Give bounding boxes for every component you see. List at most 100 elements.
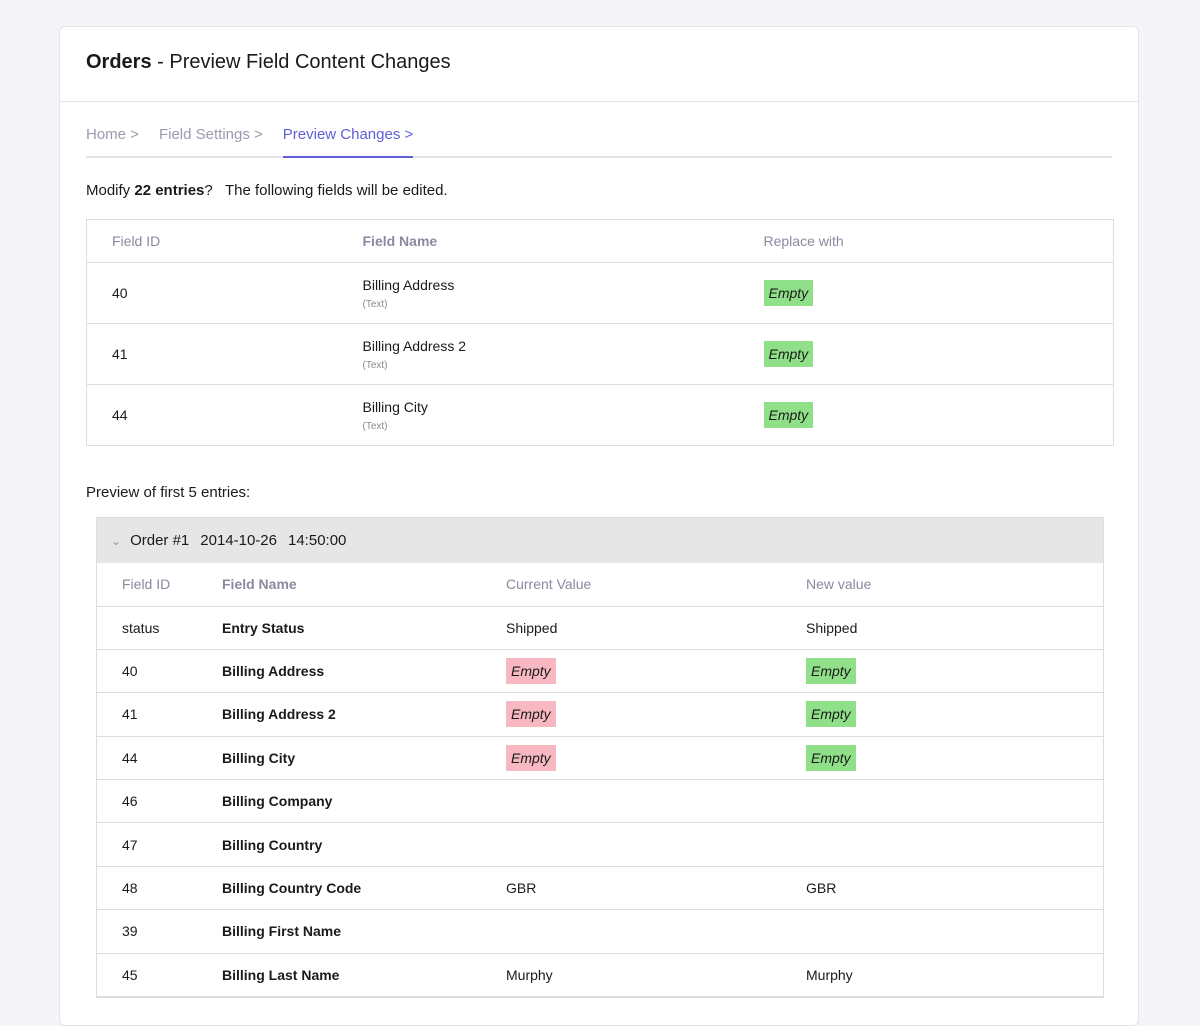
new-value-tag: Empty xyxy=(806,744,856,771)
field-name-cell: Billing Address 2 (Text) xyxy=(337,323,739,385)
field-name: Billing First Name xyxy=(222,909,506,954)
current-value-cell: Shipped xyxy=(506,606,806,650)
order-number: Order #1 xyxy=(130,532,190,549)
new-value: GBR xyxy=(806,880,837,897)
field-id: 39 xyxy=(97,909,222,954)
new-value-tag: Empty xyxy=(806,658,856,685)
current-value-tag: Empty xyxy=(506,744,556,771)
field-id: 40 xyxy=(86,262,338,324)
table-row: 40 Billing Address (Text) Empty xyxy=(86,262,1114,324)
new-value-cell: Empty xyxy=(806,736,1103,781)
field-name: Billing Country xyxy=(222,822,506,867)
page-title-rest: - Preview Field Content Changes xyxy=(151,51,451,73)
column-header-field-id: Field ID xyxy=(86,219,338,263)
field-name: Billing Address 2 xyxy=(362,337,467,354)
new-value-cell xyxy=(806,779,1103,824)
order-time: 14:50:00 xyxy=(288,532,347,549)
replace-value-tag: Empty xyxy=(763,280,814,306)
table-row: 44 Billing City Empty Empty xyxy=(97,736,1103,781)
current-value-cell: Murphy xyxy=(506,953,806,998)
current-value: Murphy xyxy=(506,966,553,983)
breadcrumb-field-settings[interactable]: Field Settings > xyxy=(158,126,263,143)
table-row: 48 Billing Country Code GBR GBR xyxy=(97,866,1103,911)
field-id: 44 xyxy=(97,736,222,781)
table-row: 41 Billing Address 2 Empty Empty xyxy=(97,692,1103,737)
field-type: (Text) xyxy=(362,298,388,310)
entry-table: Field ID Field Name Current Value New va… xyxy=(97,563,1103,998)
current-value-cell xyxy=(506,779,806,824)
new-value-cell xyxy=(806,909,1103,954)
entry-table-header-row: Field ID Field Name Current Value New va… xyxy=(97,563,1103,607)
field-name: Billing Company xyxy=(222,779,506,824)
field-name: Billing Address xyxy=(362,276,455,293)
new-value-cell: Empty xyxy=(806,692,1103,737)
table-row: status Entry Status Shipped Shipped xyxy=(97,606,1103,650)
current-value-cell xyxy=(506,822,806,867)
table-row: 39 Billing First Name xyxy=(97,909,1103,954)
entry-header[interactable]: ⌄ Order #1 2014-10-26 14:50:00 xyxy=(97,518,1103,563)
chevron-down-icon[interactable]: ⌄ xyxy=(111,533,122,548)
page-title: Orders - Preview Field Content Changes xyxy=(60,27,1138,102)
table-row: 44 Billing City (Text) Empty xyxy=(86,384,1114,446)
page-title-strong: Orders xyxy=(86,51,152,73)
field-id: 48 xyxy=(97,866,222,911)
field-id: 40 xyxy=(97,649,222,694)
new-value-tag: Empty xyxy=(806,701,856,728)
column-header-field-name: Field Name xyxy=(337,219,739,263)
current-value-cell: Empty xyxy=(506,649,806,694)
replace-with-cell: Empty xyxy=(738,384,1114,446)
breadcrumb-preview-changes[interactable]: Preview Changes > xyxy=(282,102,414,158)
table-row: 40 Billing Address Empty Empty xyxy=(97,649,1103,694)
summary-prefix: Modify xyxy=(86,182,135,199)
table-row: 45 Billing Last Name Murphy Murphy xyxy=(97,953,1103,998)
column-header-current-value: Current Value xyxy=(506,563,806,607)
field-name: Billing Address xyxy=(222,649,506,694)
current-value: GBR xyxy=(506,880,537,897)
field-id: 44 xyxy=(86,384,338,446)
current-value-cell: Empty xyxy=(506,692,806,737)
new-value-cell: Empty xyxy=(806,649,1103,694)
field-id: 45 xyxy=(97,953,222,998)
replace-with-cell: Empty xyxy=(738,323,1114,385)
breadcrumb-home[interactable]: Home > xyxy=(86,126,139,143)
order-date: 2014-10-26 xyxy=(200,532,277,549)
new-value: Shipped xyxy=(806,619,858,636)
current-value-cell xyxy=(506,909,806,954)
table-row: 46 Billing Company xyxy=(97,779,1103,824)
field-name: Billing City xyxy=(222,736,506,781)
current-value-tag: Empty xyxy=(506,658,556,685)
column-header-field-name: Field Name xyxy=(222,563,506,607)
column-header-field-id: Field ID xyxy=(97,563,222,607)
summary-suffix: ? The following fields will be edited. xyxy=(204,182,448,199)
current-value-cell: Empty xyxy=(506,736,806,781)
field-name-cell: Billing Address (Text) xyxy=(337,262,739,324)
current-value: Shipped xyxy=(506,619,558,636)
field-name: Entry Status xyxy=(222,606,506,650)
current-value-tag: Empty xyxy=(506,701,556,728)
entry-count: 22 entries xyxy=(134,182,205,199)
field-name: Billing Address 2 xyxy=(222,692,506,737)
replace-value-tag: Empty xyxy=(763,341,814,367)
new-value-cell xyxy=(806,822,1103,867)
field-id: 46 xyxy=(97,779,222,824)
entry-panel: ⌄ Order #1 2014-10-26 14:50:00 Field ID Fi… xyxy=(96,517,1104,999)
column-header-replace-with: Replace with xyxy=(738,219,1114,263)
new-value-cell: Shipped xyxy=(806,606,1103,650)
current-value-cell: GBR xyxy=(506,866,806,911)
field-id: 41 xyxy=(86,323,338,385)
column-header-new-value: New value xyxy=(806,563,1103,607)
fields-table-header-row: Field ID Field Name Replace with xyxy=(86,219,1114,263)
field-name: Billing Country Code xyxy=(222,866,506,911)
entry-title: Order #1 2014-10-26 14:50:00 xyxy=(130,532,357,549)
new-value-cell: GBR xyxy=(806,866,1103,911)
field-name: Billing City xyxy=(362,398,428,415)
replace-with-cell: Empty xyxy=(738,262,1114,324)
preview-label: Preview of first 5 entries: xyxy=(86,484,251,501)
main-card: Orders - Preview Field Content Changes H… xyxy=(59,26,1139,1026)
field-type: (Text) xyxy=(362,420,388,432)
field-id: 41 xyxy=(97,692,222,737)
field-name: Billing Last Name xyxy=(222,953,506,998)
field-id: status xyxy=(97,606,222,650)
new-value: Murphy xyxy=(806,966,853,983)
summary-text: Modify 22 entries? The following fields … xyxy=(86,182,1112,202)
